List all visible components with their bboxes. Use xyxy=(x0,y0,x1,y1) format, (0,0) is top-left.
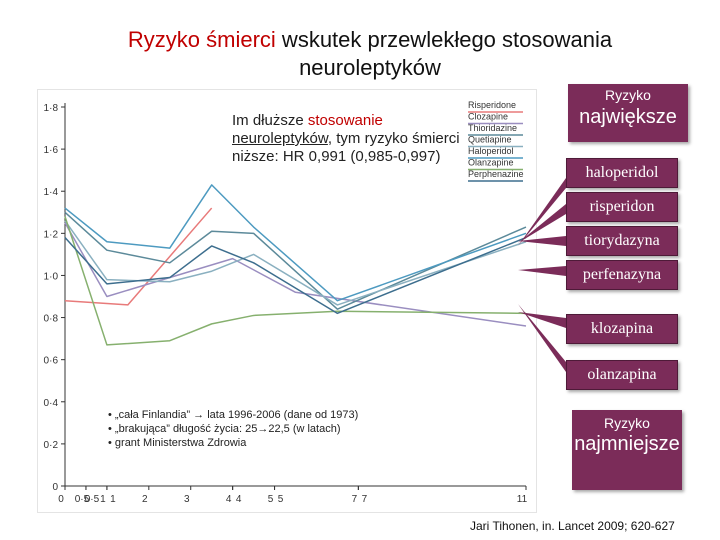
legend-label: Olanzapine xyxy=(468,158,514,168)
facts-list: • „cała Finlandia” → lata 1996-2006 (dan… xyxy=(108,408,358,450)
x-tick-label: 7 xyxy=(362,494,368,505)
slide-title: Ryzyko śmierci wskutek przewlekłego stos… xyxy=(80,26,660,82)
risk-highest-box: Ryzyko największe xyxy=(568,84,688,142)
x-tick-label: 1 xyxy=(100,494,106,505)
x-tick-label: 0·5 xyxy=(85,494,100,505)
callout-haloperidol xyxy=(518,178,566,246)
note-part3: neuroleptyków xyxy=(232,130,328,147)
fact-item: • „brakująca” długość życia: 25→22,5 (w … xyxy=(108,423,341,435)
x-tick-label: 4 xyxy=(226,494,232,505)
legend-label: Thioridazine xyxy=(468,123,517,133)
legend-label: Clozapine xyxy=(468,112,508,122)
y-tick-label: 0 xyxy=(52,482,58,493)
risk-lowest-text: najmniejsze xyxy=(574,433,680,455)
series-line-haloperidol xyxy=(64,184,527,302)
note-part1: Im dłuższe xyxy=(232,112,308,129)
legend-label: Haloperidol xyxy=(468,146,514,156)
callout-tiorydazyna xyxy=(518,236,566,246)
y-tick-label: 1·2 xyxy=(44,229,59,240)
callout-olanzapina xyxy=(518,304,566,372)
risk-lowest-box: Ryzyko najmniejsze xyxy=(572,410,682,490)
y-tick-label: 1·8 xyxy=(44,103,59,114)
note-highlight: stosowanie xyxy=(307,112,383,129)
callout-perfenazyna xyxy=(518,266,566,276)
x-tick-label: 0 xyxy=(58,494,64,505)
drug-box-olanzapina: olanzapina xyxy=(566,360,678,390)
x-tick-label: 1 xyxy=(110,494,116,505)
title-highlight: Ryzyko śmierci xyxy=(127,27,276,52)
series-line-clozapine xyxy=(64,222,527,327)
y-tick-label: 0·4 xyxy=(44,398,59,409)
series-line-quetiapine xyxy=(64,220,527,306)
risk-highest-text: największe xyxy=(579,106,677,128)
y-tick-label: 0·8 xyxy=(44,314,59,325)
drug-box-perfenazyna: perfenazyna xyxy=(566,260,678,290)
series-line-thioridazine xyxy=(64,211,527,310)
x-tick-label: 3 xyxy=(184,494,190,505)
legend-label: Perphenazine xyxy=(468,169,524,179)
callout-klozapina xyxy=(518,312,566,328)
legend-label: Risperidone xyxy=(468,100,516,110)
title-rest: wskutek przewlekłego stosowania xyxy=(275,27,613,52)
series-line-olanzapine xyxy=(64,216,527,346)
drug-box-risperidon: risperidon xyxy=(566,192,678,222)
x-tick-label: 5 xyxy=(278,494,284,505)
y-tick-label: 0·6 xyxy=(44,356,59,367)
x-tick-label: 2 xyxy=(142,494,148,505)
y-tick-label: 1·0 xyxy=(44,271,59,282)
mortality-line-chart: 00·20·40·60·81·01·21·41·61·80 0·50·5 1 1 2 3 4… xyxy=(44,100,528,505)
x-tick-label: 4 xyxy=(236,494,242,505)
legend-label: Quetiapine xyxy=(468,135,512,145)
drug-box-klozapina: klozapina xyxy=(566,314,678,344)
fact-item: • grant Ministerstwa Zdrowia xyxy=(108,437,247,449)
callout-risperidon xyxy=(518,204,566,243)
fact-item: • „cała Finlandia” → lata 1996-2006 (dan… xyxy=(108,409,359,421)
chart-panel: 0 0·2 0·4 0·6 0·8 1·0 1·2 1·4 1·6 1·8 0 0·5 0·5 1 1 2 3 4… xyxy=(38,90,536,512)
series-line-risperidone xyxy=(64,207,213,306)
x-tick-label: 7 xyxy=(352,494,358,505)
x-tick-label: 11 xyxy=(517,494,528,505)
y-tick-label: 1·4 xyxy=(44,187,59,198)
drug-box-tiorydazyna: tiorydazyna xyxy=(566,226,678,256)
series-line-perphenazine xyxy=(64,236,527,315)
x-tick-label: 5 xyxy=(268,494,274,505)
risk-lowest-label: Ryzyko xyxy=(604,415,650,431)
risk-highest-label: Ryzyko xyxy=(605,87,651,103)
source-citation: Jari Tihonen, in. Lancet 2009; 620-627 xyxy=(470,519,675,533)
y-tick-label: 0·2 xyxy=(44,440,59,451)
y-tick-label: 1·6 xyxy=(44,145,59,156)
chart-note: Im dłuższe stosowanie neuroleptyków, tym… xyxy=(232,112,532,166)
note-line3: niższe: HR 0,991 (0,985-0,997) xyxy=(232,148,441,165)
note-part4: , tym ryzyko śmierci xyxy=(327,130,460,147)
title-line2: neuroleptyków xyxy=(299,55,441,80)
drug-box-haloperidol: haloperidol xyxy=(566,158,678,188)
x-tick-label: 0·5 xyxy=(75,494,90,505)
